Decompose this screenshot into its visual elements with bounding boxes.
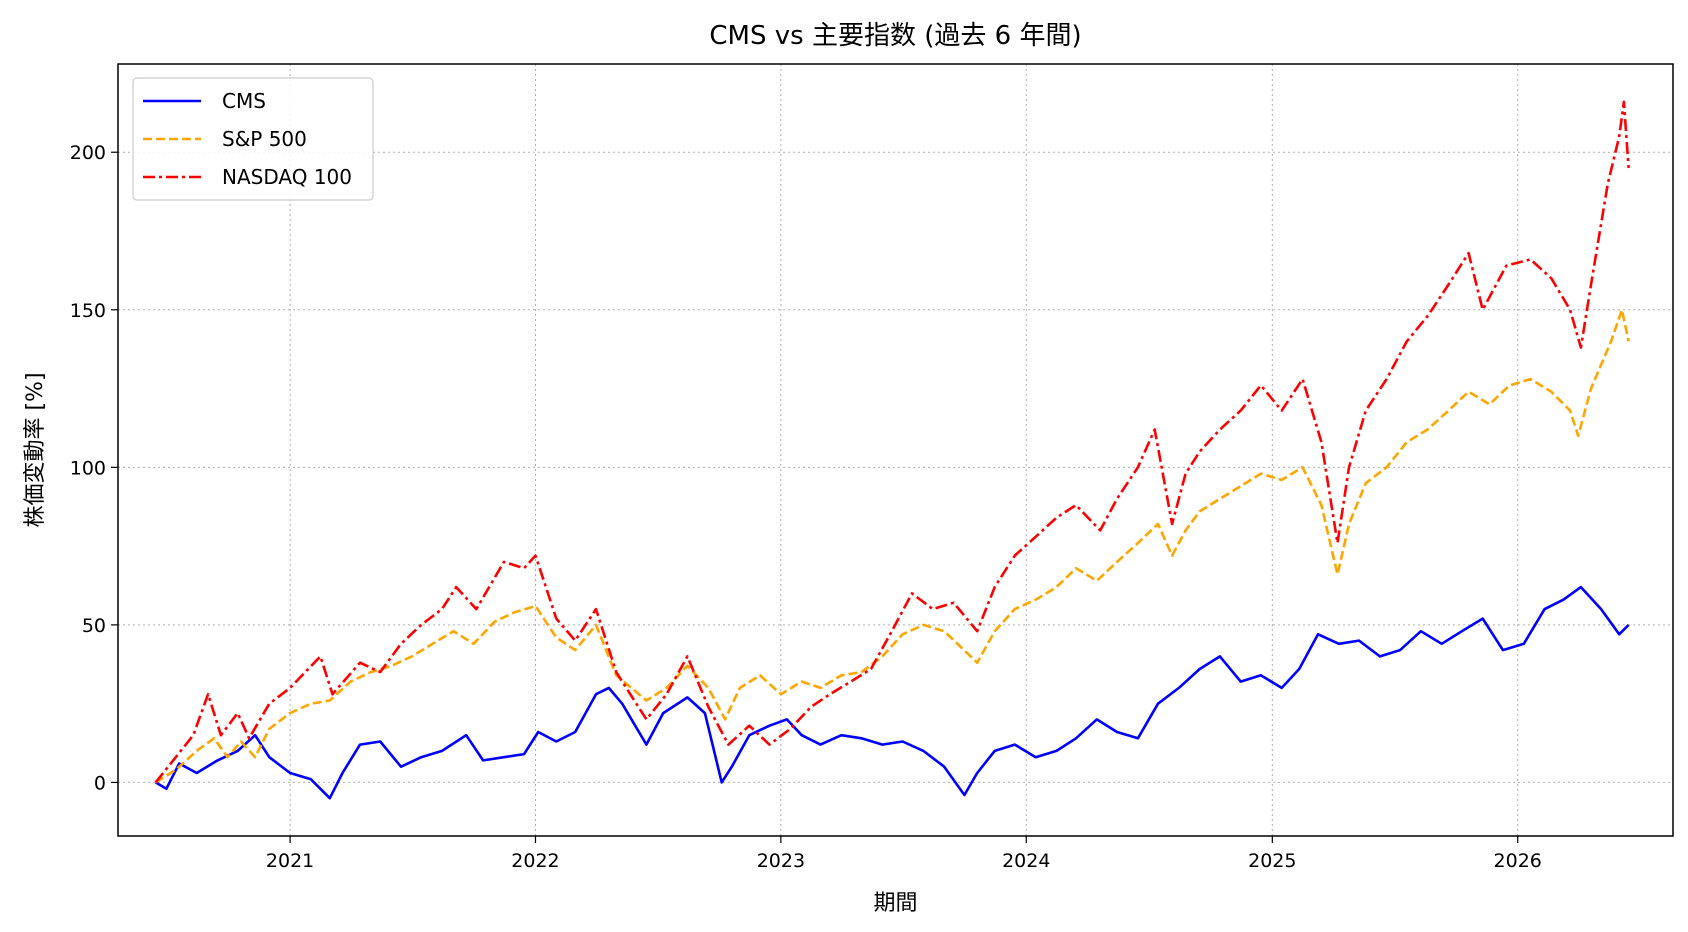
- series-line-0: [154, 585, 1630, 800]
- y-axis-title: 株価変動率 [%]: [23, 372, 48, 527]
- legend-label-0: CMS: [222, 89, 266, 113]
- y-tick-label: 200: [70, 142, 106, 164]
- x-tick-label: 2023: [757, 850, 805, 872]
- x-axis-title: 期間: [873, 891, 917, 916]
- y-tick-label: 50: [82, 615, 106, 637]
- grid: [118, 64, 1673, 836]
- x-ticks: 2021 2022 2023 2024 2025 2026: [266, 836, 1542, 872]
- x-tick-label: 2021: [266, 850, 314, 872]
- legend-label-1: S&P 500: [222, 127, 307, 151]
- x-tick-label: 2026: [1494, 850, 1542, 872]
- y-ticks: 0 50 100 150 200: [70, 142, 118, 794]
- y-tick-label: 100: [70, 457, 106, 479]
- series-line-2: [154, 100, 1630, 784]
- legend-box: [132, 77, 374, 201]
- legend: CMS S&P 500 NASDAQ 100: [132, 77, 374, 201]
- series-line-1: [154, 308, 1630, 784]
- series-lines: [154, 100, 1630, 800]
- plot-frame: [117, 63, 1674, 837]
- x-tick-label: 2024: [1002, 850, 1050, 872]
- y-tick-label: 0: [94, 772, 106, 794]
- x-tick-label: 2025: [1248, 850, 1296, 872]
- plot-area: [118, 64, 1673, 836]
- y-tick-label: 150: [70, 300, 106, 322]
- x-tick-label: 2022: [511, 850, 559, 872]
- chart-title: CMS vs 主要指数 (過去 6 年間): [709, 21, 1081, 51]
- legend-label-2: NASDAQ 100: [222, 165, 352, 189]
